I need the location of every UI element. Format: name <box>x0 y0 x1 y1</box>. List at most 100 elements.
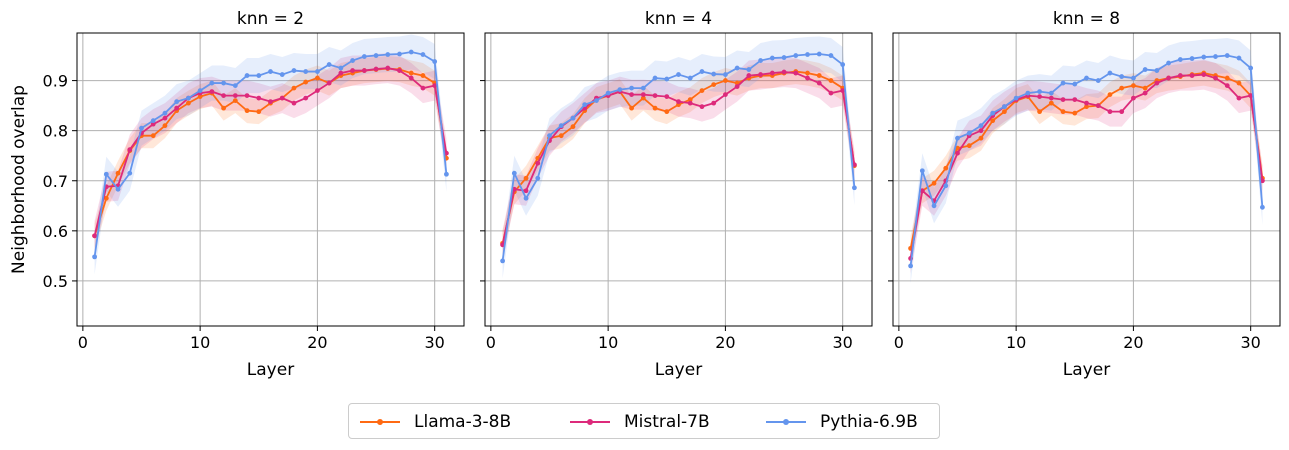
data-point <box>315 69 320 74</box>
band-pythia-6-9b <box>94 34 447 275</box>
x-tick-label: 30 <box>833 333 853 352</box>
band-pythia-6-9b <box>910 38 1263 284</box>
data-point <box>582 102 588 108</box>
x-axis-label: Layer <box>655 360 702 380</box>
legend-item-pythia: Pythia-6.9B <box>766 410 918 434</box>
data-point <box>1201 72 1207 77</box>
data-point <box>1119 74 1125 79</box>
data-point <box>1177 57 1183 62</box>
data-point <box>919 168 925 174</box>
data-point <box>221 105 226 111</box>
data-point <box>303 95 309 101</box>
data-point <box>291 100 297 106</box>
x-tick-label: 10 <box>190 333 210 352</box>
data-point <box>397 51 402 57</box>
data-point <box>1002 109 1007 115</box>
data-point <box>1236 55 1242 61</box>
data-point <box>1236 80 1242 86</box>
data-point <box>291 68 297 73</box>
data-point <box>268 99 273 105</box>
data-point <box>1236 95 1242 101</box>
data-point <box>385 65 391 71</box>
data-point <box>852 185 857 191</box>
data-point <box>931 203 937 209</box>
data-point <box>1142 85 1148 91</box>
data-point <box>1177 73 1183 78</box>
data-point <box>1037 94 1042 100</box>
data-point <box>279 95 285 101</box>
data-point <box>444 171 449 177</box>
data-point <box>652 105 658 111</box>
data-point <box>1154 68 1160 73</box>
data-point <box>1013 95 1019 101</box>
data-point <box>1072 97 1078 103</box>
data-point <box>605 90 611 96</box>
data-point <box>209 80 215 86</box>
data-point <box>500 258 505 264</box>
data-point <box>432 83 438 88</box>
data-point <box>943 165 949 171</box>
data-point <box>186 95 191 101</box>
data-point <box>816 73 822 78</box>
series-mistral-7b <box>92 65 449 239</box>
data-point <box>687 100 693 106</box>
data-point <box>408 70 414 76</box>
data-point <box>840 62 846 67</box>
legend-item-mistral: Mistral-7B <box>570 410 710 434</box>
x-tick-label: 20 <box>715 333 735 352</box>
data-point <box>1002 104 1007 110</box>
data-point <box>1260 178 1265 184</box>
data-point <box>908 263 913 269</box>
data-point <box>1060 97 1066 103</box>
data-point <box>511 170 517 176</box>
data-point <box>931 180 937 186</box>
data-point <box>1260 204 1265 210</box>
axes-frame <box>484 32 873 327</box>
data-point <box>990 118 996 124</box>
series-pythia-6-9b <box>92 49 449 260</box>
panel-1: 0 10 20 30 0.5 0.6 0.7 0.8 0.9 knn = 2 Layer <box>43 9 465 380</box>
data-point <box>361 68 367 73</box>
data-point <box>197 94 203 100</box>
data-point <box>162 110 168 116</box>
data-point <box>1189 56 1195 61</box>
data-point <box>256 73 262 78</box>
data-point <box>676 99 681 105</box>
y-tick-label: 0.5 <box>43 272 68 291</box>
data-point <box>1166 75 1171 81</box>
data-point <box>1213 75 1218 81</box>
data-point <box>361 54 367 59</box>
band-mistral-7b <box>502 57 855 260</box>
data-point <box>338 65 344 71</box>
data-point <box>978 123 984 129</box>
data-point <box>232 83 238 88</box>
panel-title: knn = 2 <box>237 9 304 29</box>
data-point <box>723 72 728 77</box>
data-point <box>162 115 168 121</box>
data-point <box>1107 109 1113 115</box>
data-point <box>758 58 763 63</box>
data-point <box>150 133 156 139</box>
data-point <box>1131 83 1136 88</box>
x-tick-label: 10 <box>1006 333 1026 352</box>
data-point <box>617 87 623 92</box>
series-mistral-7b <box>908 72 1265 261</box>
data-point <box>1084 100 1089 106</box>
data-point <box>408 75 414 81</box>
x-tick-label: 0 <box>78 333 88 352</box>
data-point <box>676 72 681 77</box>
data-point <box>268 69 273 74</box>
data-point <box>640 95 646 101</box>
data-point <box>209 89 215 94</box>
x-tick-label: 20 <box>1123 333 1143 352</box>
data-point <box>162 123 168 129</box>
data-point <box>523 188 529 194</box>
data-point <box>523 175 529 181</box>
data-point <box>652 93 658 99</box>
data-point <box>315 88 320 93</box>
data-point <box>1224 83 1230 88</box>
data-point <box>723 92 728 98</box>
data-point <box>303 79 309 85</box>
data-point <box>186 100 191 106</box>
data-point <box>687 97 693 103</box>
